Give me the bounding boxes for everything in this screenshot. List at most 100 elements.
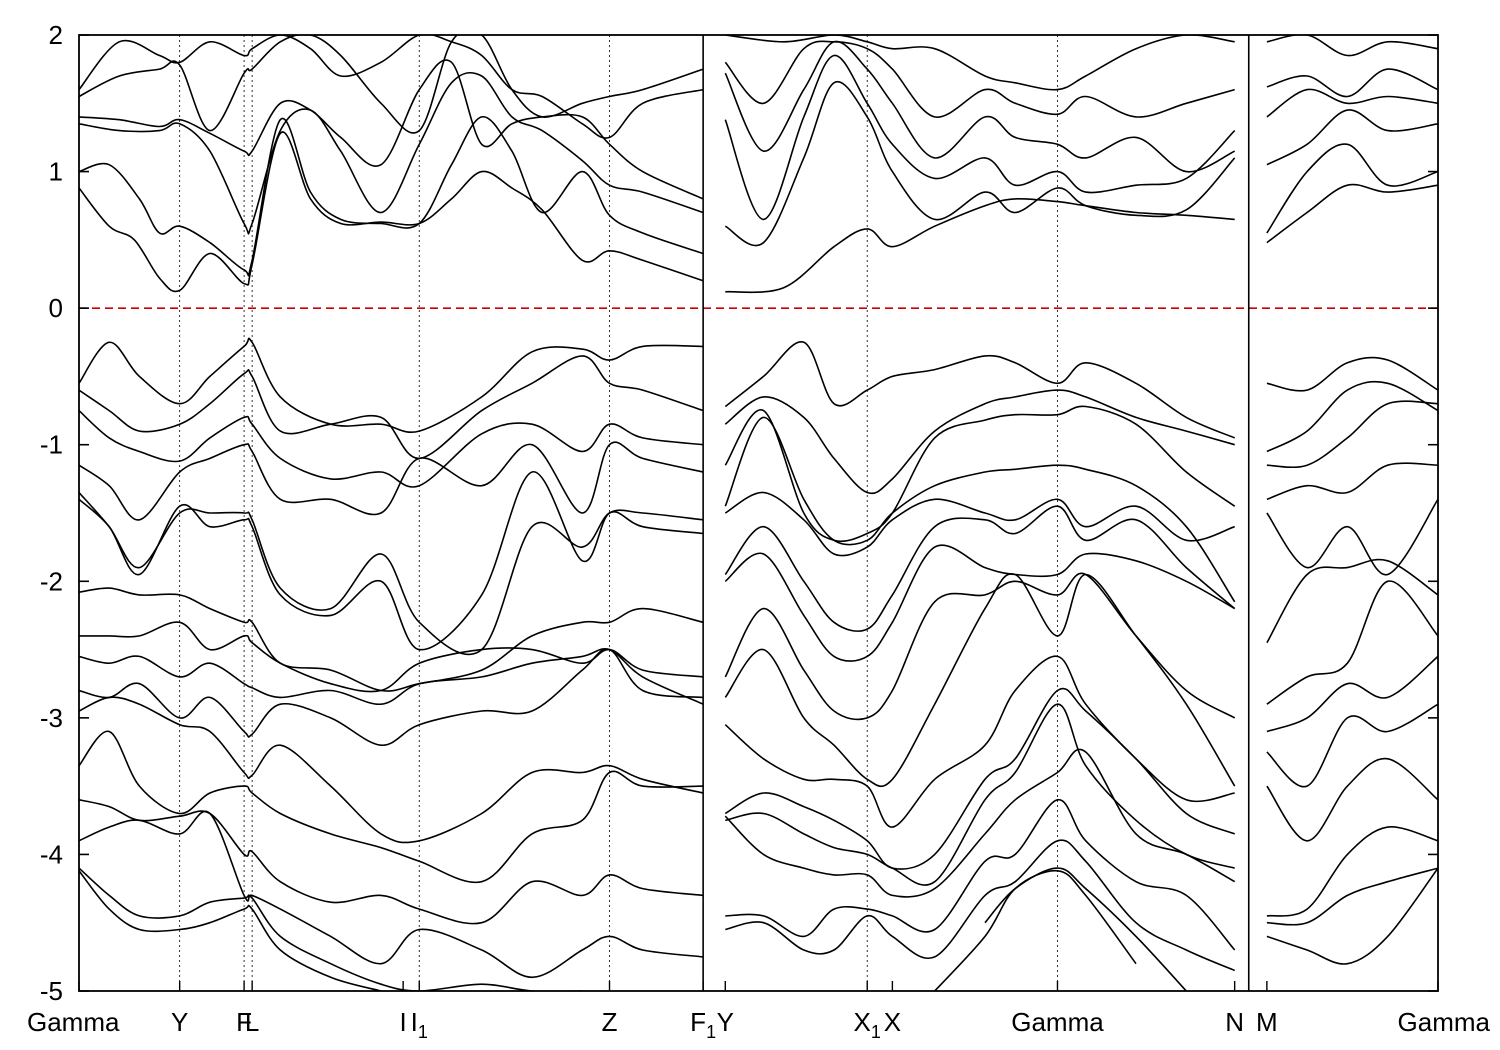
kpoint-name: Z (602, 1007, 618, 1037)
band-line (1266, 400, 1438, 469)
band-line (724, 54, 1236, 221)
x-tick-label: L (245, 1007, 259, 1037)
x-tick-label: F1 (690, 1007, 716, 1042)
bands (79, 35, 1438, 991)
band-line (725, 197, 1235, 294)
band-line (79, 870, 382, 991)
band-line (1266, 498, 1438, 576)
band-line (1266, 558, 1438, 644)
kpoint-name: Gamma (1398, 1007, 1491, 1037)
kpoint-subscript: 1 (418, 1022, 428, 1042)
kpoint-name: X (884, 1007, 901, 1037)
band-line (79, 799, 704, 925)
band-line (79, 355, 704, 460)
band-line (724, 40, 1235, 118)
band-line (724, 655, 1235, 828)
x-tick-label: Z (602, 1007, 618, 1037)
y-tick-label: 2 (49, 20, 63, 50)
band-line (725, 703, 1235, 886)
band-line (1266, 867, 1438, 965)
band-line (79, 35, 704, 134)
band-line (724, 544, 1236, 662)
x-tick-label: X1 (854, 1007, 881, 1042)
x-tick-label: Gamma (1398, 1007, 1491, 1037)
kpoint-name: X (854, 1007, 871, 1037)
band-line (724, 572, 1236, 721)
band-line (79, 810, 704, 979)
band-line (79, 491, 704, 656)
band-line (1266, 462, 1438, 501)
kpoint-name: L (245, 1007, 259, 1037)
band-line (1266, 757, 1438, 842)
x-tick-label: M (1256, 1007, 1278, 1037)
band-line (725, 839, 1236, 972)
y-tick-label: -4 (40, 839, 63, 869)
y-tick-label: 1 (49, 157, 63, 187)
kpoint-name: Y (717, 1007, 734, 1037)
y-axis: 2 1 0 -1 -2 -3 -4 -5 (40, 20, 1438, 1006)
band-line (724, 572, 1236, 788)
band-line (1266, 867, 1438, 926)
x-axis: Gamma Y FL I I1 Z F1 Y X1 X Gamma N M Gamma (27, 981, 1491, 1042)
band-line (724, 505, 1236, 632)
band-line (79, 587, 704, 692)
kpoint-subscript: 1 (871, 1022, 881, 1042)
band-line (725, 799, 1236, 951)
kpoint-name: I (400, 1007, 407, 1037)
band-line (79, 730, 704, 884)
x-tick-label: Gamma (1011, 1007, 1104, 1037)
x-tick-label: Y (171, 1007, 188, 1037)
band-line (79, 116, 704, 277)
band-line (1266, 356, 1438, 392)
kpoint-name: Gamma (1011, 1007, 1104, 1037)
band-line (724, 687, 1236, 870)
band-line (1266, 580, 1438, 705)
x-tick-label: Gamma (27, 1007, 120, 1037)
kpoint-name: Gamma (27, 1007, 120, 1037)
band-line (724, 405, 1236, 543)
y-tick-label: -3 (40, 703, 63, 733)
band-line (724, 341, 1236, 439)
x-tick-label: I (400, 1007, 407, 1037)
kpoint-name: F (690, 1007, 706, 1037)
plot-border (78, 34, 1439, 992)
band-line (79, 131, 704, 293)
kpoint-name: Y (171, 1007, 188, 1037)
plot-frame (78, 34, 1439, 992)
kpoint-name: N (1225, 1007, 1244, 1037)
band-line (1266, 143, 1438, 234)
band-line (724, 40, 1236, 173)
band-line (1266, 183, 1438, 244)
band-line (79, 410, 704, 488)
band-line (724, 491, 1235, 557)
band-line (79, 471, 704, 651)
band-line (724, 80, 1236, 247)
kpoint-subscript: 1 (706, 1022, 716, 1042)
x-tick-label: Y (717, 1007, 734, 1037)
kpoint-name: I (411, 1007, 418, 1037)
kpoint-name: F (236, 1007, 252, 1037)
band-line (1266, 68, 1438, 98)
band-line (79, 867, 583, 991)
band-line (725, 35, 1235, 91)
band-line (79, 59, 704, 200)
y-tick-label: -5 (40, 976, 63, 1006)
kpoint-name: M (1256, 1007, 1278, 1037)
band-line (79, 441, 704, 521)
band-line (79, 71, 704, 235)
band-line (79, 35, 704, 139)
band-line (1266, 109, 1438, 166)
x-tick-label: F (236, 1007, 252, 1037)
band-line (724, 389, 1235, 495)
band-line (724, 748, 1236, 898)
band-line (1266, 703, 1438, 788)
x-tick-label: X (884, 1007, 901, 1037)
band-line (1266, 88, 1438, 118)
band-line (1266, 35, 1438, 57)
band-line (1266, 826, 1438, 917)
x-tick-label: N (1225, 1007, 1244, 1037)
y-tick-label: -1 (40, 430, 63, 460)
band-line (79, 648, 704, 747)
band-line (1266, 655, 1438, 733)
